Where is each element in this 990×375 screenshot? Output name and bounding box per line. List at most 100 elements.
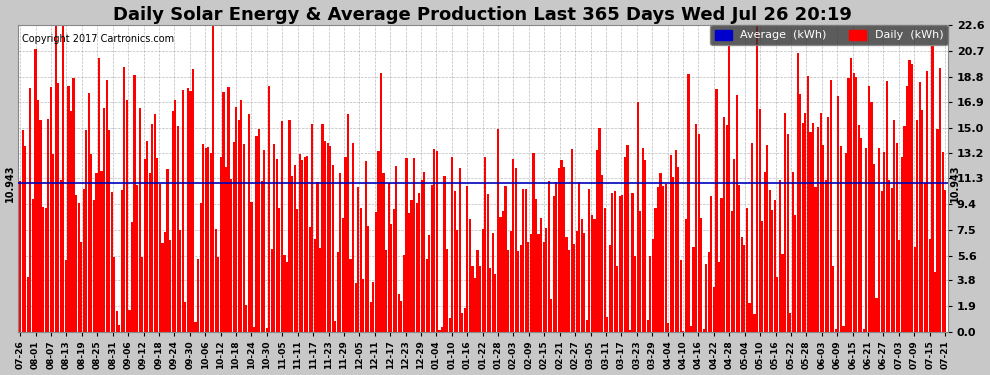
Bar bbox=[898, 240, 901, 332]
Bar bbox=[586, 320, 588, 332]
Bar bbox=[880, 191, 883, 332]
Bar bbox=[124, 68, 126, 332]
Bar bbox=[108, 130, 110, 332]
Bar bbox=[651, 239, 654, 332]
Bar bbox=[448, 318, 450, 332]
Bar bbox=[606, 317, 608, 332]
Bar bbox=[868, 86, 870, 332]
Bar bbox=[144, 159, 146, 332]
Bar bbox=[642, 148, 644, 332]
Bar bbox=[932, 45, 934, 332]
Bar bbox=[487, 194, 489, 332]
Bar bbox=[547, 182, 549, 332]
Bar bbox=[751, 143, 753, 332]
Bar bbox=[710, 196, 713, 332]
Bar bbox=[42, 207, 45, 332]
Bar bbox=[268, 86, 270, 332]
Bar bbox=[270, 249, 273, 332]
Bar bbox=[875, 298, 877, 332]
Bar bbox=[329, 146, 332, 332]
Bar bbox=[611, 192, 614, 332]
Bar bbox=[395, 166, 397, 332]
Bar bbox=[540, 218, 543, 332]
Bar bbox=[713, 287, 715, 332]
Bar bbox=[838, 96, 840, 332]
Bar bbox=[265, 328, 267, 332]
Bar bbox=[789, 313, 791, 332]
Bar bbox=[560, 160, 562, 332]
Bar bbox=[941, 152, 943, 332]
Bar bbox=[852, 74, 854, 332]
Bar bbox=[40, 120, 42, 332]
Bar bbox=[649, 256, 651, 332]
Bar bbox=[929, 238, 931, 332]
Bar bbox=[736, 95, 738, 332]
Bar bbox=[202, 144, 204, 332]
Bar bbox=[352, 144, 354, 332]
Bar bbox=[497, 129, 499, 332]
Bar bbox=[93, 200, 95, 332]
Bar bbox=[753, 314, 755, 332]
Bar bbox=[283, 255, 285, 332]
Bar bbox=[835, 329, 837, 332]
Bar bbox=[538, 234, 540, 332]
Bar bbox=[403, 255, 405, 332]
Bar bbox=[680, 260, 682, 332]
Bar bbox=[390, 224, 392, 332]
Bar bbox=[934, 272, 936, 332]
Bar bbox=[646, 320, 648, 332]
Bar bbox=[387, 183, 390, 332]
Bar bbox=[944, 190, 946, 332]
Bar bbox=[891, 188, 893, 332]
Bar bbox=[111, 192, 113, 332]
Bar bbox=[781, 255, 783, 332]
Bar bbox=[370, 302, 372, 332]
Bar bbox=[62, 25, 64, 332]
Bar bbox=[622, 195, 624, 332]
Bar bbox=[30, 88, 32, 332]
Bar bbox=[434, 149, 436, 332]
Bar bbox=[619, 196, 621, 332]
Bar bbox=[545, 228, 547, 332]
Bar bbox=[919, 82, 921, 332]
Bar bbox=[158, 184, 161, 332]
Bar bbox=[200, 202, 202, 332]
Bar bbox=[113, 257, 115, 332]
Bar bbox=[65, 260, 67, 332]
Bar bbox=[906, 86, 908, 332]
Bar bbox=[95, 173, 97, 332]
Bar bbox=[243, 144, 245, 332]
Bar bbox=[241, 100, 243, 332]
Bar bbox=[194, 322, 197, 332]
Bar bbox=[878, 148, 880, 332]
Bar bbox=[820, 113, 822, 332]
Bar bbox=[916, 120, 919, 332]
Bar bbox=[507, 250, 509, 332]
Bar bbox=[855, 77, 857, 332]
Bar bbox=[862, 329, 865, 332]
Bar bbox=[174, 100, 176, 332]
Bar bbox=[815, 187, 817, 332]
Bar bbox=[703, 329, 705, 332]
Bar bbox=[797, 53, 799, 332]
Bar bbox=[708, 252, 710, 332]
Bar bbox=[499, 217, 502, 332]
Bar bbox=[27, 277, 29, 332]
Bar bbox=[573, 244, 575, 332]
Bar bbox=[565, 237, 567, 332]
Bar bbox=[220, 157, 222, 332]
Bar bbox=[466, 186, 468, 332]
Bar bbox=[505, 186, 507, 332]
Bar bbox=[80, 242, 82, 332]
Bar bbox=[461, 314, 463, 332]
Bar bbox=[423, 172, 426, 332]
Bar bbox=[393, 209, 395, 332]
Bar bbox=[260, 181, 262, 332]
Bar bbox=[896, 142, 898, 332]
Bar bbox=[804, 113, 807, 332]
Bar bbox=[37, 100, 39, 332]
Bar bbox=[314, 240, 316, 332]
Bar bbox=[659, 173, 661, 332]
Bar bbox=[67, 86, 69, 332]
Bar bbox=[677, 167, 679, 332]
